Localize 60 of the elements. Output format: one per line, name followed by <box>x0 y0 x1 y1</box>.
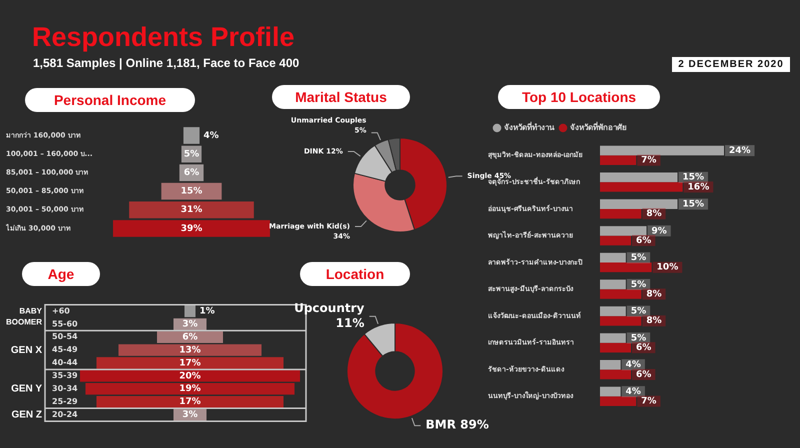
data-label: 31% <box>180 205 202 216</box>
data-label: 8% <box>646 289 662 300</box>
data-label: 9% <box>652 226 667 236</box>
data-label: 6% <box>182 332 198 342</box>
data-label: 15% <box>180 186 202 197</box>
chart-title: Marital Status <box>272 85 410 109</box>
data-label: 17% <box>179 397 201 408</box>
chart-title: Top 10 Locations <box>498 85 660 109</box>
data-label: 10% <box>656 262 678 273</box>
data-label: 4% <box>626 386 641 397</box>
category-label: 30-34 <box>52 384 78 393</box>
data-label: 3% <box>182 320 198 330</box>
data-label: 8% <box>646 316 662 326</box>
text: 1,581 Samples | Online 1,181, Face to Face 400 <box>33 56 300 70</box>
text: GEN Z <box>11 409 42 420</box>
data-label: 7% <box>641 396 656 407</box>
data-label: 5% <box>184 149 200 160</box>
data-label: 8% <box>646 209 662 220</box>
text: Respondents Profile <box>32 22 295 53</box>
text: Age <box>22 262 100 286</box>
data-label: 6% <box>184 168 200 178</box>
data-label: 6% <box>636 370 652 380</box>
category-label: 50-54 <box>52 332 78 342</box>
category-label: 20-24 <box>52 410 78 419</box>
text: 2 DECEMBER 2020 <box>672 57 790 72</box>
data-label: 7% <box>641 156 656 166</box>
data-label: 11% <box>336 316 364 330</box>
data-label: 6% <box>636 343 652 354</box>
data-label: 3% <box>182 410 198 420</box>
legend-label: จังหวัดที่ทำงาน <box>504 121 555 132</box>
category-label: 45-49 <box>52 345 78 354</box>
data-label: 24% <box>729 146 751 156</box>
data-label: 15% <box>682 172 704 183</box>
category-label: 55-60 <box>52 319 78 328</box>
text: GEN X <box>10 344 42 356</box>
text: GEN Y <box>11 384 42 395</box>
category-label: 35-39 <box>52 371 78 380</box>
category-label: 25-29 <box>52 396 78 406</box>
data-label: 6% <box>636 236 652 246</box>
data-label: 5% <box>630 280 646 290</box>
slice-label: BMR 89% <box>426 418 489 432</box>
data-label: 4% <box>204 130 219 141</box>
data-label: 15% <box>682 199 704 210</box>
data-label: 5% <box>630 333 646 344</box>
category-label: 40-44 <box>52 358 78 368</box>
data-label: 39% <box>180 224 202 234</box>
text: BABY BOOMER <box>6 306 43 326</box>
chart-title: Location <box>300 262 410 286</box>
category-label: +60 <box>52 306 70 316</box>
data-label: 19% <box>179 384 201 394</box>
data-label: 5% <box>630 253 646 264</box>
data-label: 4% <box>626 360 641 370</box>
data-label: 16% <box>688 182 710 192</box>
text: Personal Income <box>25 88 195 112</box>
data-label: 17% <box>179 358 201 368</box>
data-label: 5% <box>630 306 646 317</box>
data-label: 13% <box>179 345 201 356</box>
data-label: 1% <box>200 306 215 317</box>
legend-label: จังหวัดที่พักอาศัย <box>570 121 627 132</box>
data-label: 20% <box>179 371 201 382</box>
